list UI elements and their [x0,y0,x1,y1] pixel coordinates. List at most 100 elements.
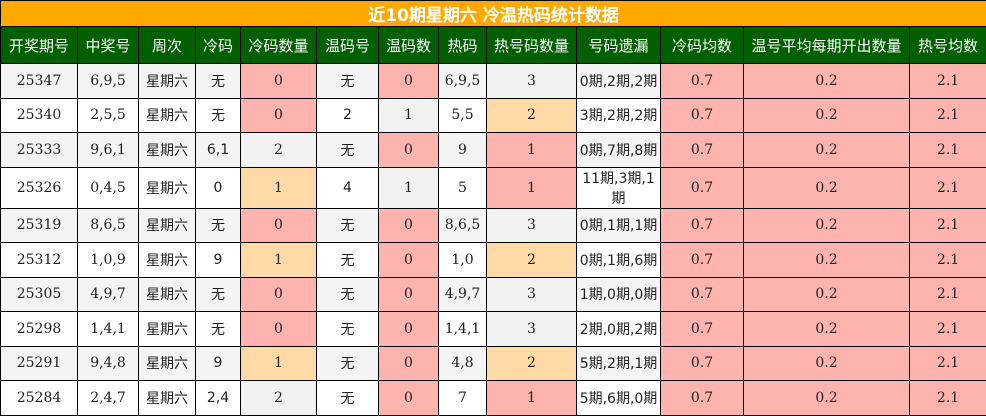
cell-cold: 2,4 [196,381,241,416]
cell-warm-avg: 0.2 [744,208,910,243]
cell-miss: 5期,6期,0期 [577,381,661,416]
cell-cold: 6,1 [196,133,241,168]
cell-hot-avg: 2.1 [910,277,986,312]
cell-hot-count: 3 [487,277,577,312]
cell-miss: 0期,2期,2期 [577,64,661,99]
cell-issue: 25326 [1,167,78,208]
cell-warm-avg: 0.2 [744,167,910,208]
cell-hot-count: 3 [487,64,577,99]
cell-hot-count: 3 [487,312,577,347]
cell-warm-count: 0 [379,346,439,381]
cell-weekday: 星期六 [139,64,196,99]
cell-miss: 3期,2期,2期 [577,98,661,133]
cell-cold-avg: 0.7 [661,98,744,133]
cell-cold: 9 [196,346,241,381]
cell-hot-count: 1 [487,167,577,208]
cell-issue: 25284 [1,381,78,416]
cell-warm-avg: 0.2 [744,277,910,312]
cell-miss: 1期,0期,0期 [577,277,661,312]
cell-warm: 无 [317,243,379,278]
cell-warm-avg: 0.2 [744,243,910,278]
cell-weekday: 星期六 [139,243,196,278]
cell-warm: 4 [317,167,379,208]
cell-warm-avg: 0.2 [744,133,910,168]
cell-hot: 8,6,5 [439,208,487,243]
cell-cold-count: 1 [241,167,317,208]
cell-warm: 无 [317,277,379,312]
cell-hot-count: 1 [487,381,577,416]
cell-numbers: 9,6,1 [78,133,139,168]
cell-cold: 0 [196,167,241,208]
column-header-hot-count: 热号码数量 [487,27,577,64]
cell-issue: 25340 [1,98,78,133]
cell-warm: 无 [317,208,379,243]
cell-cold-count: 0 [241,277,317,312]
column-header-issue: 开奖期号 [1,27,78,64]
cell-miss: 11期,3期,1期 [577,167,661,208]
cell-cold-count: 0 [241,98,317,133]
cell-hot-avg: 2.1 [910,98,986,133]
cell-warm-avg: 0.2 [744,98,910,133]
cell-hot-avg: 2.1 [910,312,986,347]
cell-warm-avg: 0.2 [744,346,910,381]
cell-weekday: 星期六 [139,98,196,133]
column-header-warm-avg: 温号平均每期开出数量 [744,27,910,64]
cell-cold-avg: 0.7 [661,243,744,278]
cell-numbers: 2,4,7 [78,381,139,416]
cell-numbers: 1,4,1 [78,312,139,347]
cell-warm-count: 0 [379,208,439,243]
cell-cold: 无 [196,98,241,133]
cell-cold-avg: 0.7 [661,381,744,416]
cell-cold-avg: 0.7 [661,277,744,312]
cell-cold-count: 1 [241,243,317,278]
cell-issue: 25319 [1,208,78,243]
cell-issue: 25312 [1,243,78,278]
column-header-miss: 号码遗漏 [577,27,661,64]
cell-hot-avg: 2.1 [910,133,986,168]
cell-hot-count: 2 [487,98,577,133]
cell-hot: 5 [439,167,487,208]
cell-hot: 4,8 [439,346,487,381]
column-header-weekday: 周次 [139,27,196,64]
cell-numbers: 1,0,9 [78,243,139,278]
cell-miss: 0期,1期,6期 [577,243,661,278]
cell-issue: 25333 [1,133,78,168]
cell-cold-count: 0 [241,64,317,99]
cell-hot: 7 [439,381,487,416]
cell-numbers: 9,4,8 [78,346,139,381]
cell-hot: 1,0 [439,243,487,278]
cell-issue: 25298 [1,312,78,347]
cell-warm-avg: 0.2 [744,64,910,99]
cell-cold-avg: 0.7 [661,133,744,168]
cell-hot-count: 1 [487,133,577,168]
column-header-cold-avg: 冷码均数 [661,27,744,64]
cell-cold: 无 [196,208,241,243]
cell-issue: 25291 [1,346,78,381]
cell-cold-avg: 0.7 [661,167,744,208]
cell-cold: 无 [196,277,241,312]
cell-warm-count: 0 [379,243,439,278]
cell-cold-count: 0 [241,208,317,243]
cell-miss: 0期,7期,8期 [577,133,661,168]
cell-hot: 6,9,5 [439,64,487,99]
column-header-warm-count: 温码数 [379,27,439,64]
cell-warm-count: 0 [379,312,439,347]
cell-cold-count: 2 [241,381,317,416]
cell-numbers: 6,9,5 [78,64,139,99]
cell-weekday: 星期六 [139,277,196,312]
cell-cold: 9 [196,243,241,278]
cell-warm-count: 0 [379,133,439,168]
cell-cold-avg: 0.7 [661,64,744,99]
cell-warm: 无 [317,133,379,168]
cell-warm: 无 [317,64,379,99]
column-header-numbers: 中奖号 [78,27,139,64]
column-header-cold: 冷码 [196,27,241,64]
